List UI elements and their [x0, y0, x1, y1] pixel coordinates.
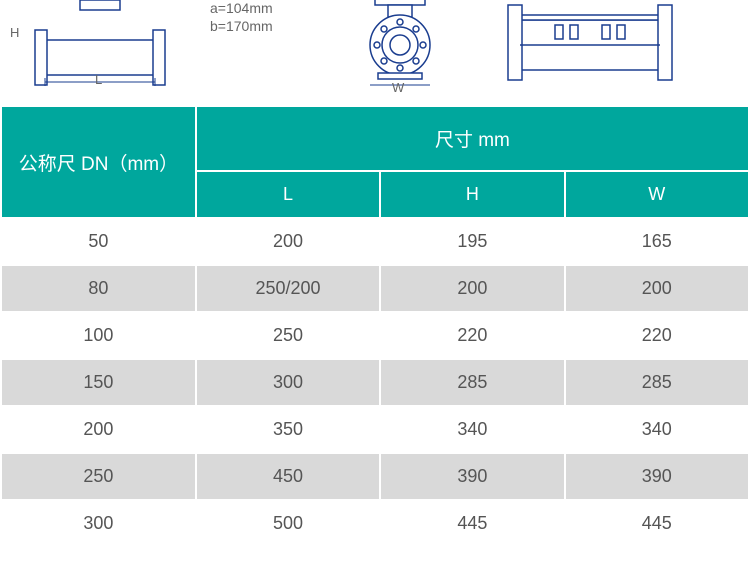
dim-l-label: L [95, 72, 102, 87]
cell-l: 300 [196, 359, 380, 406]
table-row: 80 250/200 200 200 [1, 265, 749, 312]
annotation-a: a=104mm [210, 0, 273, 16]
annotation-b: b=170mm [210, 18, 273, 34]
dim-h-label: H [10, 25, 19, 40]
header-h: H [380, 171, 564, 218]
cell-w: 340 [565, 406, 749, 453]
cell-h: 445 [380, 500, 564, 547]
table-row: 250 450 390 390 [1, 453, 749, 500]
cell-w: 285 [565, 359, 749, 406]
diagram-front-view: a=104mm b=170mm [210, 0, 410, 90]
dim-w-label: W [392, 80, 404, 95]
cell-w: 390 [565, 453, 749, 500]
cell-l: 250/200 [196, 265, 380, 312]
cell-l: 350 [196, 406, 380, 453]
table-header: 公称尺 DN（mm） 尺寸 mm L H W [1, 106, 749, 218]
cell-w: 220 [565, 312, 749, 359]
cell-dn: 200 [1, 406, 196, 453]
header-w: W [565, 171, 749, 218]
cell-l: 200 [196, 218, 380, 265]
cell-h: 390 [380, 453, 564, 500]
table-row: 100 250 220 220 [1, 312, 749, 359]
diagram-top-view [490, 0, 690, 90]
cell-l: 500 [196, 500, 380, 547]
table-body: 50 200 195 165 80 250/200 200 200 100 25… [1, 218, 749, 547]
cell-h: 340 [380, 406, 564, 453]
cell-dn: 50 [1, 218, 196, 265]
cell-l: 450 [196, 453, 380, 500]
table-row: 50 200 195 165 [1, 218, 749, 265]
header-dim: 尺寸 mm [196, 106, 749, 171]
diagram-section: H L a=104mm b=170mm [0, 0, 750, 105]
header-dn: 公称尺 DN（mm） [1, 106, 196, 218]
cell-w: 200 [565, 265, 749, 312]
cell-dn: 100 [1, 312, 196, 359]
dimensions-table: 公称尺 DN（mm） 尺寸 mm L H W 50 200 195 165 80… [0, 105, 750, 548]
cell-dn: 300 [1, 500, 196, 547]
cell-dn: 150 [1, 359, 196, 406]
table-row: 300 500 445 445 [1, 500, 749, 547]
table-row: 200 350 340 340 [1, 406, 749, 453]
table-row: 150 300 285 285 [1, 359, 749, 406]
cell-dn: 80 [1, 265, 196, 312]
cell-w: 165 [565, 218, 749, 265]
cell-w: 445 [565, 500, 749, 547]
cell-h: 285 [380, 359, 564, 406]
cell-h: 195 [380, 218, 564, 265]
cell-h: 200 [380, 265, 564, 312]
diagram-side-view: H L [10, 0, 190, 90]
cell-l: 250 [196, 312, 380, 359]
cell-h: 220 [380, 312, 564, 359]
cell-dn: 250 [1, 453, 196, 500]
header-l: L [196, 171, 380, 218]
